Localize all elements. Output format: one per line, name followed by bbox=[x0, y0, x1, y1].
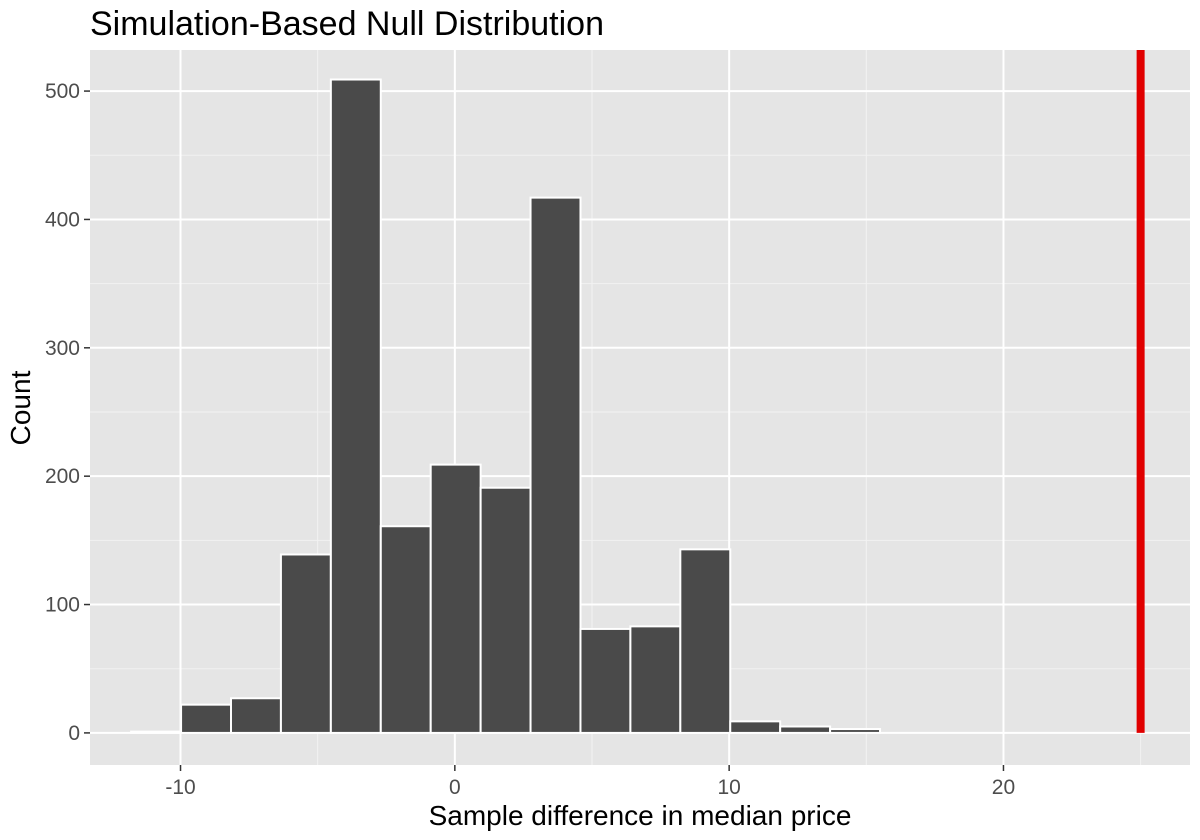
y-tick-label: 300 bbox=[45, 337, 80, 360]
histogram-bar bbox=[130, 730, 183, 734]
y-tick-label: 200 bbox=[45, 465, 80, 488]
x-tick-label: 10 bbox=[717, 776, 740, 799]
y-axis-title: Count bbox=[5, 370, 36, 445]
x-axis-title: Sample difference in median price bbox=[429, 800, 852, 831]
x-tick-label: -10 bbox=[165, 776, 195, 799]
x-tick-label: 0 bbox=[449, 776, 461, 799]
histogram-bar bbox=[279, 553, 332, 734]
y-tick-label: 100 bbox=[45, 594, 80, 617]
histogram-bar bbox=[229, 697, 282, 734]
histogram-bar bbox=[629, 625, 682, 734]
histogram-bar bbox=[429, 463, 482, 734]
histogram-bar bbox=[579, 627, 632, 734]
y-tick-label: 400 bbox=[45, 208, 80, 231]
histogram-bar bbox=[829, 728, 882, 734]
histogram-bar bbox=[180, 703, 232, 734]
x-axis-ticks: -10 0 10 20 bbox=[165, 765, 1015, 799]
y-tick-label: 0 bbox=[68, 722, 80, 745]
histogram-bar bbox=[479, 486, 532, 734]
x-tick-label: 20 bbox=[992, 776, 1015, 799]
chart-title: Simulation-Based Null Distribution bbox=[90, 5, 604, 43]
histogram-bar bbox=[729, 720, 782, 734]
histogram-bar bbox=[779, 725, 832, 734]
histogram-bar bbox=[679, 548, 732, 734]
y-axis-ticks: 0 100 200 300 400 500 bbox=[45, 80, 90, 745]
histogram-bars bbox=[130, 78, 882, 734]
histogram-bar bbox=[529, 196, 582, 734]
histogram-bar bbox=[379, 525, 432, 734]
histogram-bar bbox=[329, 78, 382, 734]
y-tick-label: 500 bbox=[45, 80, 80, 103]
